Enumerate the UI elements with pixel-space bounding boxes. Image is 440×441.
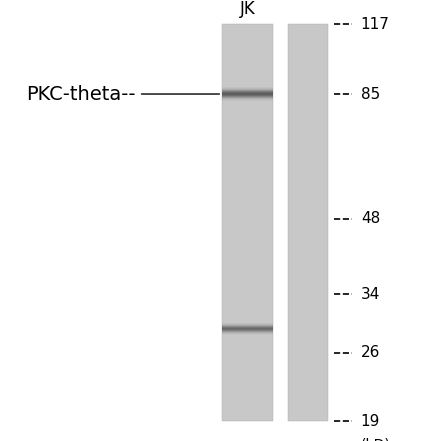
Text: JK: JK <box>240 0 255 18</box>
Text: 34: 34 <box>361 287 380 302</box>
Text: 85: 85 <box>361 86 380 101</box>
Bar <box>222 24 273 421</box>
Text: 26: 26 <box>361 345 380 360</box>
Text: (kD): (kD) <box>361 437 391 441</box>
Text: 117: 117 <box>361 17 390 32</box>
Text: 19: 19 <box>361 414 380 429</box>
Text: PKC-theta--: PKC-theta-- <box>26 85 220 104</box>
Bar <box>288 24 328 421</box>
Text: 48: 48 <box>361 211 380 226</box>
